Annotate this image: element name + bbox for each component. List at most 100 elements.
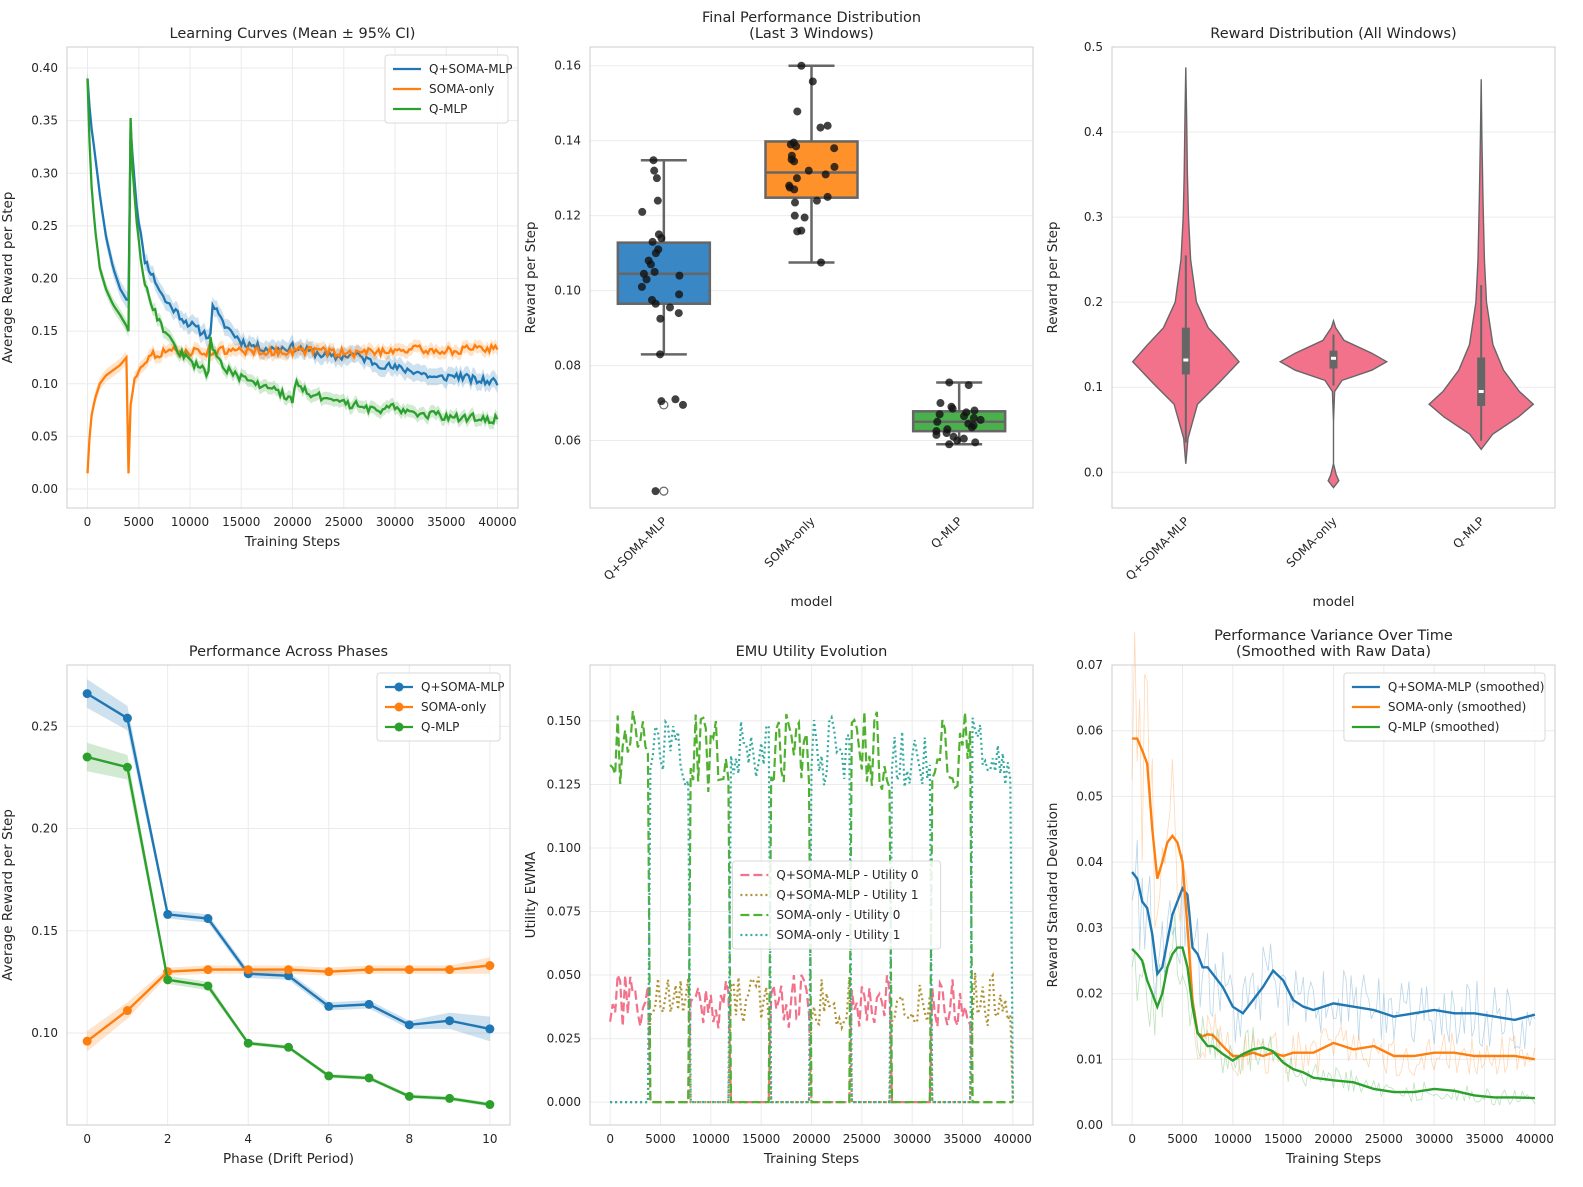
emu-ytick-label: 0.000 <box>547 1095 581 1109</box>
strip-point <box>657 397 666 406</box>
phases-point <box>82 689 92 699</box>
emu-series-line <box>609 710 1013 1104</box>
learning-ytick-label: 0.40 <box>31 61 58 75</box>
learning-ytick-label: 0.20 <box>31 272 58 286</box>
phases-point <box>243 965 253 975</box>
violin-xtick-label: Q+SOMA-MLP <box>1123 514 1192 583</box>
emu-xtick-label: 0 <box>606 1132 614 1146</box>
emu-frame <box>589 664 1034 1126</box>
phases-legend: Q+SOMA-MLP SOMA-only Q-MLP <box>376 672 504 742</box>
emu-ytick-label: 0.125 <box>547 777 581 791</box>
learning-ylabel: Average Reward per Step <box>0 192 16 364</box>
strip-point <box>657 234 666 243</box>
strip-point <box>945 440 954 449</box>
strip-point <box>797 61 806 70</box>
final_box-subtitle: (Last 3 Windows) <box>749 26 874 42</box>
learning-ytick-label: 0.10 <box>31 377 58 391</box>
strip-point <box>675 271 684 280</box>
final_box-title: Final Performance Distribution <box>702 10 921 26</box>
strip-point <box>651 249 660 258</box>
violin-Q+SOMA-MLP <box>1131 67 1240 464</box>
strip-point <box>793 227 802 236</box>
phases-point <box>404 1020 414 1030</box>
violin-xtick-label: Q-MLP <box>1450 514 1487 551</box>
final_box-ylabel: Reward per Step <box>523 221 539 333</box>
emu-series-line <box>610 971 1014 1104</box>
variance-legend-label: Q+SOMA-MLP (smoothed) <box>1388 680 1545 694</box>
learning-ytick-label: 0.25 <box>31 219 58 233</box>
learning-ytick-label: 0.15 <box>31 324 58 338</box>
learning-legend: Q+SOMA-MLP SOMA-only Q-MLP <box>384 54 512 124</box>
strip-point <box>665 303 674 312</box>
variance-ytick-label: 0.02 <box>1076 987 1103 1001</box>
variance-xtick-label: 10000 <box>1214 1132 1252 1146</box>
violin-iqr <box>1181 327 1190 375</box>
phases-point <box>163 975 173 985</box>
learning-xtick-label: 0 <box>84 515 92 529</box>
reward-violin-plot: Reward Distribution (All Windows) 0.0 0.1 0… <box>1045 26 1556 583</box>
strip-point <box>932 430 941 439</box>
phases-point <box>82 1036 92 1046</box>
phases-xtick-label: 0 <box>83 1132 91 1146</box>
phases-ci-band <box>87 742 490 1107</box>
strip-point <box>942 429 951 438</box>
emu-xtick-label: 20000 <box>792 1132 830 1146</box>
violin-xlabel: model <box>1312 594 1354 610</box>
strip-point <box>830 144 839 153</box>
learning-title: Learning Curves (Mean ± 95% CI) <box>170 26 416 42</box>
strip-point <box>959 434 968 443</box>
emu-ytick-label: 0.025 <box>547 1032 581 1046</box>
emu-ylabel: Utility EWMA <box>523 851 539 939</box>
variance-xtick-label: 30000 <box>1415 1132 1453 1146</box>
variance-plot: Performance Variance Over Time(Smoothed … <box>1045 628 1556 1167</box>
emu-legend-box <box>731 860 942 950</box>
variance-xtick-label: 35000 <box>1465 1132 1503 1146</box>
learning-series-line <box>86 342 499 474</box>
variance-frame <box>1111 664 1556 1126</box>
phases-xtick-label: 8 <box>405 1132 413 1146</box>
learning-xlabel: Training Steps <box>244 534 340 550</box>
variance-ytick-label: 0.04 <box>1076 855 1103 869</box>
emu-legend: Q+SOMA-MLP - Utility 0 Q+SOMA-MLP - Utili… <box>731 860 942 950</box>
strip-point <box>821 170 830 179</box>
learning-ytick-label: 0.00 <box>31 482 58 496</box>
learning-ytick-label: 0.30 <box>31 166 58 180</box>
strip-point <box>656 350 665 359</box>
phases-point <box>364 965 374 975</box>
variance-legend: Q+SOMA-MLP (smoothed) SOMA-only (smoothed… <box>1343 672 1546 742</box>
variance-ytick-label: 0.00 <box>1076 1118 1103 1132</box>
violin-iqr <box>1477 357 1486 406</box>
violin-ytick-label: 0.2 <box>1084 295 1103 309</box>
learning-frame <box>66 46 519 509</box>
emu-xtick-label: 15000 <box>742 1132 780 1146</box>
strip-point <box>823 192 832 201</box>
phases-point <box>243 1038 253 1048</box>
violin-frame <box>1111 46 1556 509</box>
final_box-ytick-label: 0.12 <box>554 209 581 223</box>
strip-point <box>945 378 954 387</box>
variance-ytick-label: 0.05 <box>1076 789 1103 803</box>
phases-xtick-label: 10 <box>482 1132 497 1146</box>
phases-legend-marker <box>394 722 404 732</box>
violin-median <box>1478 389 1484 393</box>
phases-point <box>445 1093 455 1103</box>
phases-point <box>203 981 213 991</box>
final-frame <box>589 46 1034 509</box>
final_box-ytick-label: 0.06 <box>554 434 581 448</box>
strip-point <box>651 487 660 496</box>
variance-legend-box <box>1343 672 1546 742</box>
learning-curves-plot: Learning Curves (Mean ± 95% CI) 0.00 0.05 0… <box>0 26 519 550</box>
emu-legend-label: Q+SOMA-MLP - Utility 0 <box>776 868 918 882</box>
strip-point <box>969 414 978 423</box>
variance-ytick-label: 0.07 <box>1076 658 1103 672</box>
strip-point <box>812 196 821 205</box>
strip-point <box>948 404 957 413</box>
violin-ytick-label: 0.4 <box>1084 125 1103 139</box>
phases-point <box>485 961 495 971</box>
violin-ytick-label: 0.1 <box>1084 380 1103 394</box>
violin-title: Reward Distribution (All Windows) <box>1210 26 1456 42</box>
variance-raw-line <box>1131 631 1536 1077</box>
strip-point <box>816 123 825 132</box>
emu-xtick-label: 30000 <box>893 1132 931 1146</box>
phases-legend-marker <box>394 702 404 712</box>
